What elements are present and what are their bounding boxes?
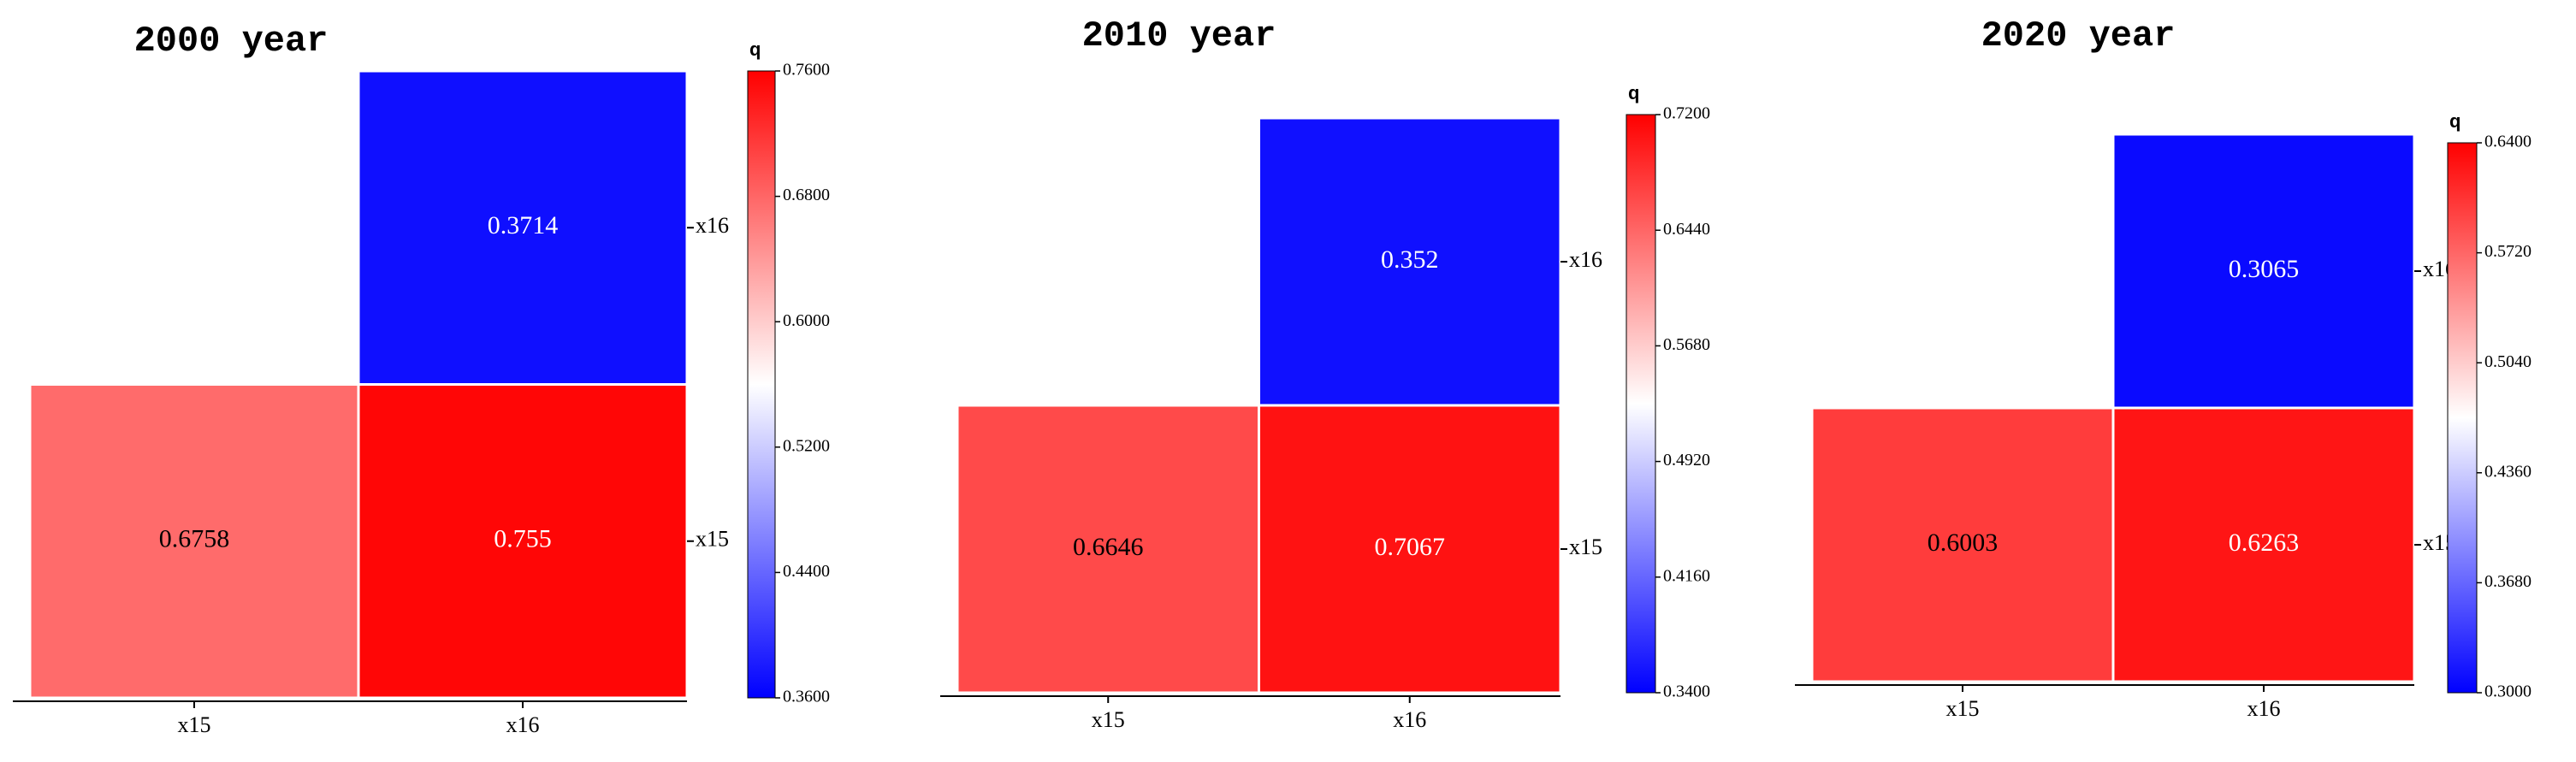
heatmap-cell (357, 383, 689, 700)
colorbar-tick-label: 0.5680 (1663, 335, 1710, 354)
heatmap-cell (1258, 116, 1562, 407)
heatmap-panel: 2000 year 0.3714 0.6758 0.755 x15 x16 x16 x15 q 0… (13, 21, 830, 737)
cell-label: 0.7067 (1375, 533, 1446, 561)
colorbar-tick-label: 0.3600 (783, 688, 830, 706)
colorbar (1626, 114, 1656, 694)
colorbar-tick-label: 0.5200 (783, 436, 830, 455)
colorbar-tick-label: 0.4400 (783, 562, 830, 581)
y-tick-label: x16 (696, 213, 729, 238)
colorbar-tick-label: 0.7600 (783, 61, 830, 80)
cell-label: 0.755 (494, 525, 552, 553)
heatmap-panel: 2010 year 0.352 0.6646 0.7067 x15 x16 x16 x15 q 0… (940, 15, 1710, 732)
colorbar-tick-label: 0.5720 (2484, 242, 2532, 261)
chart-title: 2020 year (1981, 15, 2176, 56)
cell-label: 0.6758 (159, 525, 230, 553)
x-tick-label: x15 (178, 712, 211, 737)
x-tick-label: x15 (1092, 707, 1125, 732)
cell-label: 0.6646 (1073, 533, 1144, 561)
colorbar-label: q (2449, 110, 2461, 132)
colorbar (2447, 142, 2478, 694)
heatmap-cell (1258, 404, 1562, 694)
colorbar-tick-label: 0.5040 (2484, 352, 2532, 371)
colorbar-tick-label: 0.3000 (2484, 682, 2532, 701)
x-tick-label: x16 (1393, 707, 1426, 732)
colorbar-tick-label: 0.6440 (1663, 220, 1710, 239)
heatmap-cell (357, 69, 689, 386)
cell-label: 0.3065 (2229, 255, 2300, 283)
heatmap-cell (956, 404, 1260, 694)
heatmap-cell (28, 383, 360, 700)
colorbar-tick-label: 0.6800 (783, 186, 830, 204)
heatmap-cell (1810, 406, 2115, 683)
y-tick-label: x16 (1569, 247, 1602, 272)
colorbar-label: q (749, 38, 761, 60)
x-tick-label: x15 (1946, 696, 1980, 721)
colorbar (747, 70, 776, 699)
cell-label: 0.3714 (488, 211, 559, 239)
chart-title: 2000 year (134, 21, 329, 62)
colorbar-tick-label: 0.4360 (2484, 462, 2532, 481)
chart-title: 2010 year (1082, 15, 1276, 56)
colorbar-tick-label: 0.4920 (1663, 451, 1710, 470)
y-tick-label: x15 (696, 527, 729, 552)
cell-label: 0.6263 (2229, 529, 2300, 557)
colorbar-label: q (1628, 82, 1639, 103)
cell-label: 0.6003 (1928, 529, 1999, 557)
colorbar-tick-label: 0.4160 (1663, 566, 1710, 585)
heatmap-cell (2111, 133, 2416, 410)
colorbar-tick-label: 0.6400 (2484, 133, 2532, 151)
x-tick-label: x16 (506, 712, 540, 737)
x-tick-label: x16 (2247, 696, 2281, 721)
y-tick-label: x15 (1569, 535, 1602, 559)
colorbar-tick-label: 0.3680 (2484, 572, 2532, 591)
colorbar-tick-label: 0.6000 (783, 311, 830, 330)
colorbar-tick-label: 0.3400 (1663, 682, 1710, 701)
cell-label: 0.352 (1381, 245, 1439, 274)
colorbar-tick-label: 0.7200 (1663, 104, 1710, 123)
